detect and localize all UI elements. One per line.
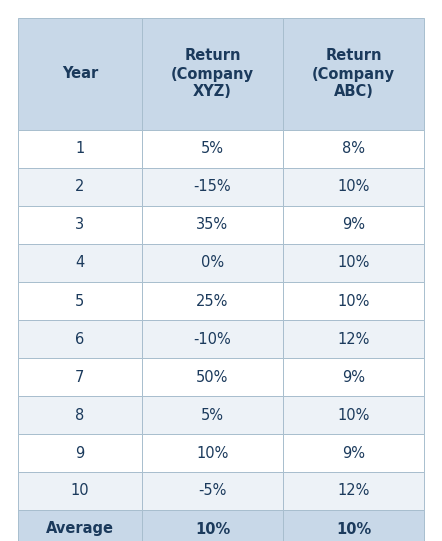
Bar	[142, 358, 283, 396]
Text: 12%: 12%	[337, 484, 370, 498]
Bar	[18, 244, 142, 282]
Text: 9%: 9%	[342, 370, 365, 385]
Bar	[283, 282, 424, 320]
Text: 50%: 50%	[196, 370, 229, 385]
Bar	[283, 320, 424, 358]
Text: 10%: 10%	[195, 522, 230, 537]
Text: 5: 5	[75, 294, 84, 308]
Text: 25%: 25%	[196, 294, 229, 308]
Text: 2: 2	[75, 180, 84, 195]
Text: 10%: 10%	[337, 407, 370, 423]
Bar	[283, 358, 424, 396]
Text: 10: 10	[71, 484, 89, 498]
Text: 3: 3	[75, 217, 84, 233]
Text: 7: 7	[75, 370, 84, 385]
Text: 12%: 12%	[337, 332, 370, 346]
Text: -10%: -10%	[194, 332, 231, 346]
Bar	[18, 18, 142, 130]
Bar	[142, 130, 283, 168]
Bar	[18, 510, 142, 541]
Text: 0%: 0%	[201, 255, 224, 270]
Text: 5%: 5%	[201, 142, 224, 156]
Text: 1: 1	[75, 142, 84, 156]
Text: 8: 8	[75, 407, 84, 423]
Bar	[18, 472, 142, 510]
Bar	[18, 206, 142, 244]
Bar	[283, 472, 424, 510]
Text: 5%: 5%	[201, 407, 224, 423]
Bar	[142, 244, 283, 282]
Bar	[142, 18, 283, 130]
Text: 10%: 10%	[337, 294, 370, 308]
Text: Year: Year	[62, 67, 98, 82]
Bar	[18, 130, 142, 168]
Bar	[142, 168, 283, 206]
Text: 6: 6	[75, 332, 84, 346]
Text: -5%: -5%	[198, 484, 227, 498]
Text: 4: 4	[75, 255, 84, 270]
Text: -15%: -15%	[194, 180, 231, 195]
Bar	[142, 396, 283, 434]
Bar	[283, 168, 424, 206]
Text: 9: 9	[75, 445, 84, 460]
Text: Return
(Company
ABC): Return (Company ABC)	[312, 49, 395, 100]
Text: Return
(Company
XYZ): Return (Company XYZ)	[171, 49, 254, 100]
Bar	[283, 396, 424, 434]
Text: 9%: 9%	[342, 217, 365, 233]
Text: 8%: 8%	[342, 142, 365, 156]
Bar	[18, 358, 142, 396]
Bar	[283, 434, 424, 472]
Bar	[142, 206, 283, 244]
Bar	[18, 282, 142, 320]
Bar	[283, 510, 424, 541]
Bar	[142, 472, 283, 510]
Text: 10%: 10%	[337, 180, 370, 195]
Bar	[283, 206, 424, 244]
Bar	[18, 320, 142, 358]
Bar	[18, 168, 142, 206]
Bar	[142, 510, 283, 541]
Text: 10%: 10%	[336, 522, 371, 537]
Bar	[283, 244, 424, 282]
Text: 35%: 35%	[196, 217, 229, 233]
Bar	[283, 130, 424, 168]
Text: 10%: 10%	[337, 255, 370, 270]
Bar	[18, 396, 142, 434]
Bar	[283, 18, 424, 130]
Text: 10%: 10%	[196, 445, 229, 460]
Text: Average: Average	[46, 522, 114, 537]
Bar	[18, 434, 142, 472]
Bar	[142, 282, 283, 320]
Bar	[142, 320, 283, 358]
Bar	[142, 434, 283, 472]
Text: 9%: 9%	[342, 445, 365, 460]
